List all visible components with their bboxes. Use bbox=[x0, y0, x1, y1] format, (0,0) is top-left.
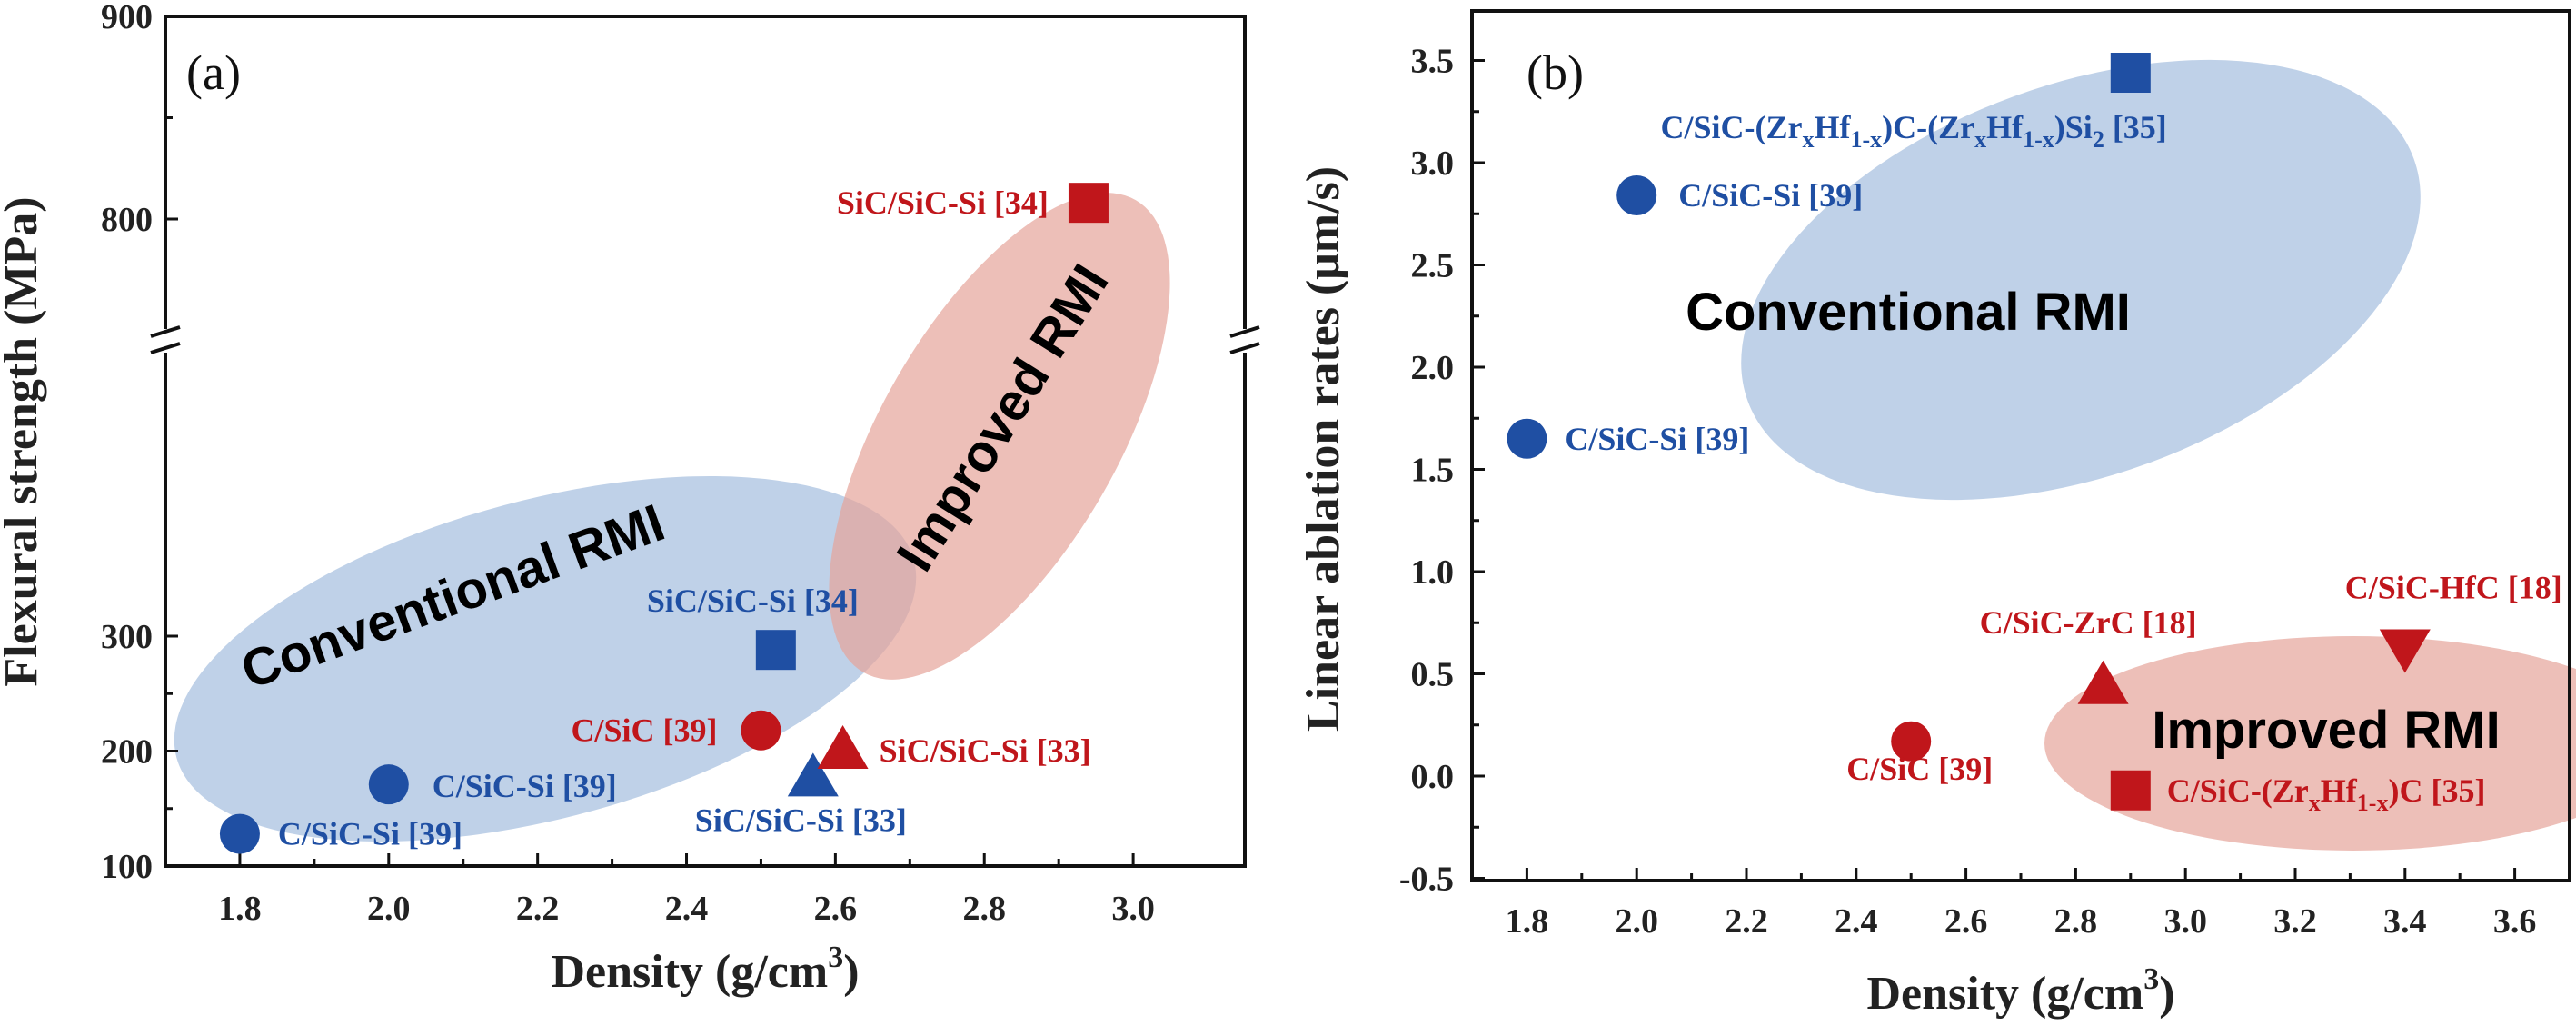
panel-label-b: (b) bbox=[1527, 45, 1584, 100]
data-points bbox=[219, 183, 1109, 854]
x-tick-label: 2.8 bbox=[2054, 902, 2098, 941]
point-label: C/SiC-Si [39] bbox=[1678, 177, 1863, 214]
x-axis-title: Density (g/cm3) bbox=[551, 941, 859, 998]
conventional-rmi-region bbox=[174, 476, 917, 842]
plot-frame bbox=[164, 15, 1247, 868]
conventional-rmi-label: Conventional RMI bbox=[1686, 283, 2131, 342]
improved-rmi-region bbox=[2044, 636, 2576, 851]
data-point-circle bbox=[1891, 721, 1932, 762]
x-tick-label: 2.6 bbox=[1944, 902, 1988, 941]
x-axis-title: Density (g/cm3) bbox=[1866, 962, 2174, 1020]
data-point-square bbox=[1068, 183, 1109, 224]
x-tick-label: 3.4 bbox=[2383, 902, 2427, 941]
y-tick-label: 2.5 bbox=[1411, 247, 1455, 285]
point-label: C/SiC [39] bbox=[571, 712, 717, 749]
y-axis-title: Linear ablation rates (μm/s) bbox=[1298, 166, 1349, 732]
point-label: SiC/SiC-Si [34] bbox=[647, 583, 859, 619]
data-point-circle bbox=[1507, 418, 1547, 459]
improved-rmi-label: Improved RMI bbox=[2152, 701, 2501, 760]
panel-b: 1.8 2.0 2.2 2.4 2.6 2.8 3.0 3.2 3.4 3.6 -0.5 0.0 0.… bbox=[1298, 9, 2576, 1020]
x-tick-label: 2.6 bbox=[814, 890, 858, 928]
x-tick-label: 3.0 bbox=[2163, 902, 2207, 941]
y-tick-label: 2.0 bbox=[1411, 349, 1455, 387]
panel-a: 1.8 2.0 2.2 2.4 2.6 2.8 3.0 100 200 300 800 900 (a… bbox=[0, 0, 1260, 998]
point-labels: C/SiC-Si [39] C/SiC-Si [39] C/SiC-(ZrxHf1-… bbox=[1565, 109, 2561, 816]
data-point-circle bbox=[741, 710, 781, 751]
axis-break-marks bbox=[150, 325, 1260, 354]
point-label: C/SiC [39] bbox=[1846, 751, 1993, 787]
point-label: SiC/SiC-Si [33] bbox=[880, 732, 1091, 769]
point-label: SiC/SiC-Si [33] bbox=[695, 802, 907, 838]
x-tick-label: 2.8 bbox=[962, 890, 1006, 928]
x-tick-label: 2.0 bbox=[1615, 902, 1658, 941]
data-point-square bbox=[2110, 770, 2151, 811]
y-axis-title: Flexural strength (MPa) bbox=[0, 196, 47, 686]
data-point-circle bbox=[1616, 175, 1657, 215]
point-label: SiC/SiC-Si [34] bbox=[837, 184, 1049, 221]
data-point-square bbox=[755, 630, 796, 671]
y-tick-label: -0.5 bbox=[1399, 861, 1454, 899]
data-point-square bbox=[2110, 53, 2151, 93]
x-tick-label: 2.2 bbox=[516, 890, 560, 928]
point-label: C/SiC-ZrC [18] bbox=[1980, 604, 2197, 641]
x-tick-label: 1.8 bbox=[1506, 902, 1549, 941]
data-points bbox=[1507, 53, 2431, 811]
y-tick-label: 800 bbox=[101, 201, 153, 239]
point-label: C/SiC-Si [39] bbox=[433, 768, 617, 804]
x-tick-label: 1.8 bbox=[218, 890, 262, 928]
y-tick-label: 300 bbox=[101, 618, 153, 656]
x-tick-label: 3.6 bbox=[2493, 902, 2537, 941]
y-tick-label: 3.5 bbox=[1411, 43, 1455, 81]
x-tick-label: 2.4 bbox=[665, 890, 709, 928]
x-axis-ticks: 1.8 2.0 2.2 2.4 2.6 2.8 3.0 bbox=[164, 853, 1155, 928]
x-tick-label: 2.4 bbox=[1835, 902, 1878, 941]
data-point-triangle-up bbox=[2077, 660, 2129, 704]
point-label: C/SiC-(ZrxHf1-x)C-(ZrxHf1-x)Si2 [35] bbox=[1660, 109, 2166, 153]
y-axis-ticks: -0.5 0.0 0.5 1.0 1.5 2.0 2.5 3.0 3.5 bbox=[1399, 43, 1485, 899]
improved-rmi-region bbox=[829, 193, 1170, 680]
y-tick-label: 0.5 bbox=[1411, 656, 1455, 694]
y-tick-label: 900 bbox=[101, 0, 153, 36]
x-tick-label: 3.2 bbox=[2273, 902, 2317, 941]
data-point-circle bbox=[219, 813, 260, 854]
y-tick-label: 100 bbox=[101, 848, 153, 886]
point-label: C/SiC-Si [39] bbox=[1565, 421, 1749, 457]
x-tick-label: 2.2 bbox=[1725, 902, 1768, 941]
x-axis-ticks: 1.8 2.0 2.2 2.4 2.6 2.8 3.0 3.2 3.4 3.6 bbox=[1470, 868, 2537, 941]
y-tick-label: 3.0 bbox=[1411, 144, 1455, 183]
y-tick-label: 0.0 bbox=[1411, 758, 1455, 796]
point-label: C/SiC-Si [39] bbox=[278, 816, 462, 852]
point-labels: C/SiC-Si [39] C/SiC-Si [39] SiC/SiC-Si [34… bbox=[278, 184, 1091, 852]
point-label: C/SiC-HfC [18] bbox=[2345, 570, 2562, 606]
panel-label-a: (a) bbox=[186, 45, 241, 100]
data-point-triangle-up bbox=[817, 724, 869, 769]
point-label: C/SiC-(ZrxHf1-x)C [35] bbox=[2167, 772, 2486, 816]
conventional-rmi-region bbox=[1741, 59, 2421, 501]
data-point-triangle-up bbox=[787, 752, 839, 797]
x-tick-label: 2.0 bbox=[367, 890, 411, 928]
y-tick-label: 200 bbox=[101, 733, 153, 772]
x-tick-label: 3.0 bbox=[1111, 890, 1155, 928]
y-tick-label: 1.5 bbox=[1411, 452, 1455, 490]
data-point-circle bbox=[368, 764, 409, 805]
y-tick-label: 1.0 bbox=[1411, 553, 1455, 592]
y-axis-ticks: 100 200 300 800 900 bbox=[101, 0, 178, 886]
data-point-triangle-down bbox=[2379, 629, 2431, 673]
